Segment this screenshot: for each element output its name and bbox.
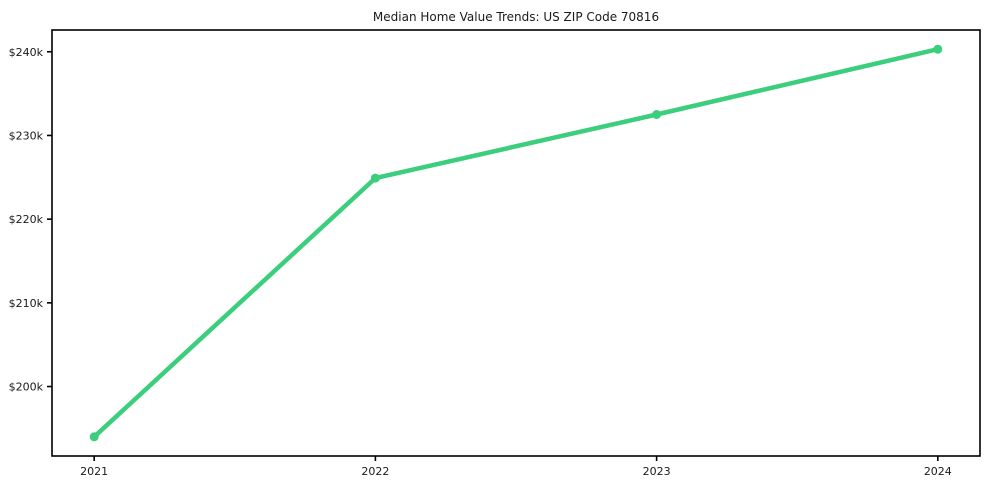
x-tick-label: 2021 bbox=[80, 465, 108, 478]
y-axis: $200k $210k $220k $230k $240k bbox=[9, 46, 52, 394]
trend-line bbox=[91, 46, 941, 440]
x-axis: 2021 2022 2023 2024 bbox=[80, 456, 952, 478]
y-tick-label: $210k bbox=[9, 297, 44, 310]
data-point-2023 bbox=[652, 110, 662, 119]
data-point-2024 bbox=[933, 44, 943, 54]
chart-title: Median Home Value Trends: US ZIP Code 70… bbox=[373, 10, 659, 24]
plot-border bbox=[51, 29, 981, 457]
data-point-2021 bbox=[89, 432, 99, 442]
x-tick-label: 2023 bbox=[643, 465, 671, 478]
y-tick-label: $220k bbox=[9, 213, 44, 226]
y-tick-label: $230k bbox=[9, 129, 44, 142]
y-tick-label: $240k bbox=[9, 46, 44, 59]
x-tick-label: 2024 bbox=[924, 465, 952, 478]
x-tick-label: 2022 bbox=[361, 465, 389, 478]
line-series bbox=[89, 44, 943, 442]
data-point-2022 bbox=[370, 173, 380, 183]
y-tick-label: $200k bbox=[9, 381, 44, 394]
